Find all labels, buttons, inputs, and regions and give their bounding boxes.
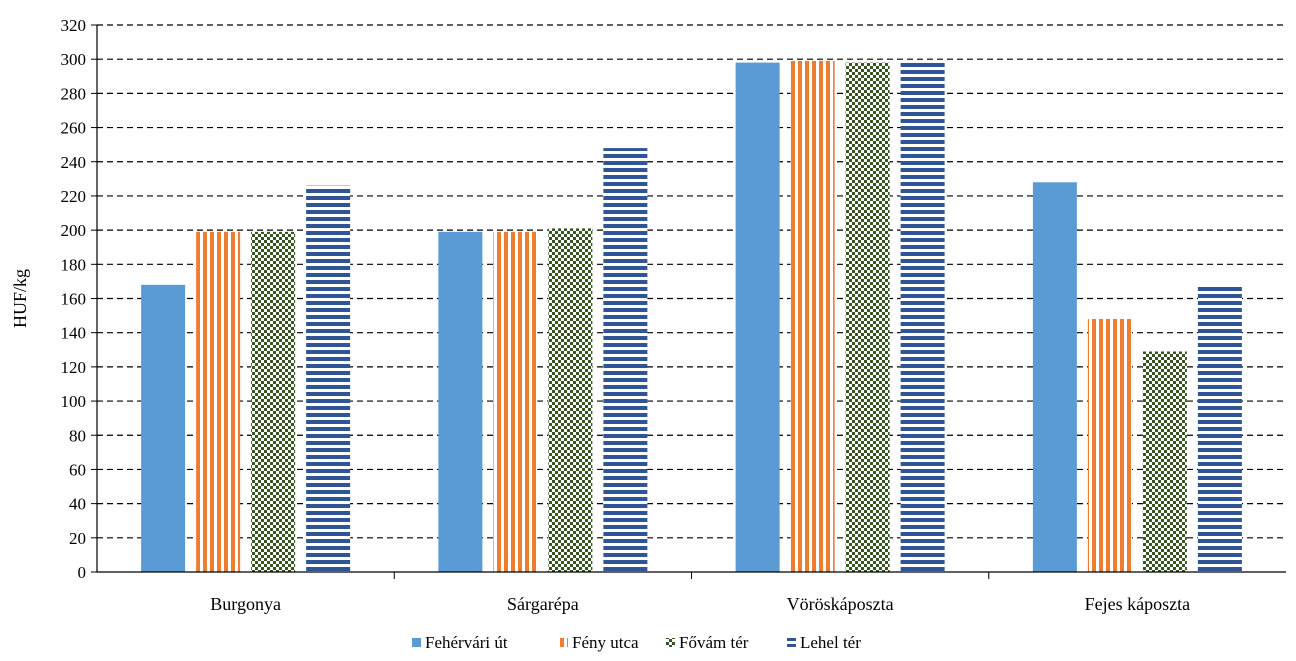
bar-lehel-t-r-2 <box>603 148 648 572</box>
legend-label: Fény utca <box>572 633 639 652</box>
y-tick-label: 40 <box>69 495 86 514</box>
bar-feh-rv-ri-t-1 <box>141 284 186 572</box>
y-tick-label: 80 <box>69 426 86 445</box>
x-category-label: Sárgarépa <box>507 594 579 614</box>
y-tick-label: 100 <box>61 392 87 411</box>
bar-f-v-m-t-r-2 <box>548 228 593 572</box>
y-tick-label: 220 <box>61 187 87 206</box>
x-category-label: Fejes káposzta <box>1085 594 1190 614</box>
axes: 0 20 40 60 80 100 120 140 160 180 200 220 240 260 280 3… <box>61 16 1286 614</box>
gridlines <box>97 24 1286 539</box>
bar-lehel-t-r-4 <box>1197 284 1242 572</box>
y-tick-label: 320 <box>61 16 87 35</box>
y-tick-label: 120 <box>61 358 87 377</box>
legend-swatch <box>787 638 796 647</box>
legend-label: Fehérvári út <box>425 633 508 652</box>
bars <box>141 60 1242 572</box>
bar-f-v-m-t-r-3 <box>845 62 890 572</box>
legend: Fehérvári út Fény utca Fővám tér Lehel tér <box>412 633 861 652</box>
bar-f-ny-utca-2 <box>493 231 538 572</box>
y-tick-label: 160 <box>61 290 87 309</box>
bar-f-ny-utca-1 <box>196 231 241 572</box>
legend-swatch <box>666 638 675 647</box>
y-tick-label: 0 <box>78 563 87 582</box>
y-axis-title: HUF/kg <box>10 269 30 328</box>
bar-feh-rv-ri-t-2 <box>438 231 483 572</box>
bar-feh-rv-ri-t-3 <box>735 62 780 572</box>
x-category-label: Burgonya <box>210 594 281 614</box>
bar-f-v-m-t-r-4 <box>1142 351 1187 572</box>
bar-f-ny-utca-4 <box>1087 319 1132 572</box>
y-tick-label: 240 <box>61 153 87 172</box>
x-category-label: Vöröskáposzta <box>787 594 894 614</box>
y-tick-label: 60 <box>69 460 86 479</box>
legend-swatch <box>559 638 568 647</box>
y-tick-label: 20 <box>69 529 86 548</box>
bar-lehel-t-r-3 <box>900 60 945 572</box>
bar-f-v-m-t-r-1 <box>251 231 296 572</box>
legend-label: Fővám tér <box>679 633 749 652</box>
legend-swatch <box>412 638 421 647</box>
legend-label: Lehel tér <box>800 633 861 652</box>
bar-lehel-t-r-1 <box>306 185 351 572</box>
bar-feh-rv-ri-t-4 <box>1032 182 1077 572</box>
y-tick-label: 200 <box>61 221 87 240</box>
y-tick-label: 180 <box>61 255 87 274</box>
y-tick-label: 260 <box>61 119 87 138</box>
y-tick-label: 140 <box>61 324 87 343</box>
y-tick-label: 280 <box>61 84 87 103</box>
bar-f-ny-utca-3 <box>790 60 835 572</box>
y-tick-label: 300 <box>61 50 87 69</box>
